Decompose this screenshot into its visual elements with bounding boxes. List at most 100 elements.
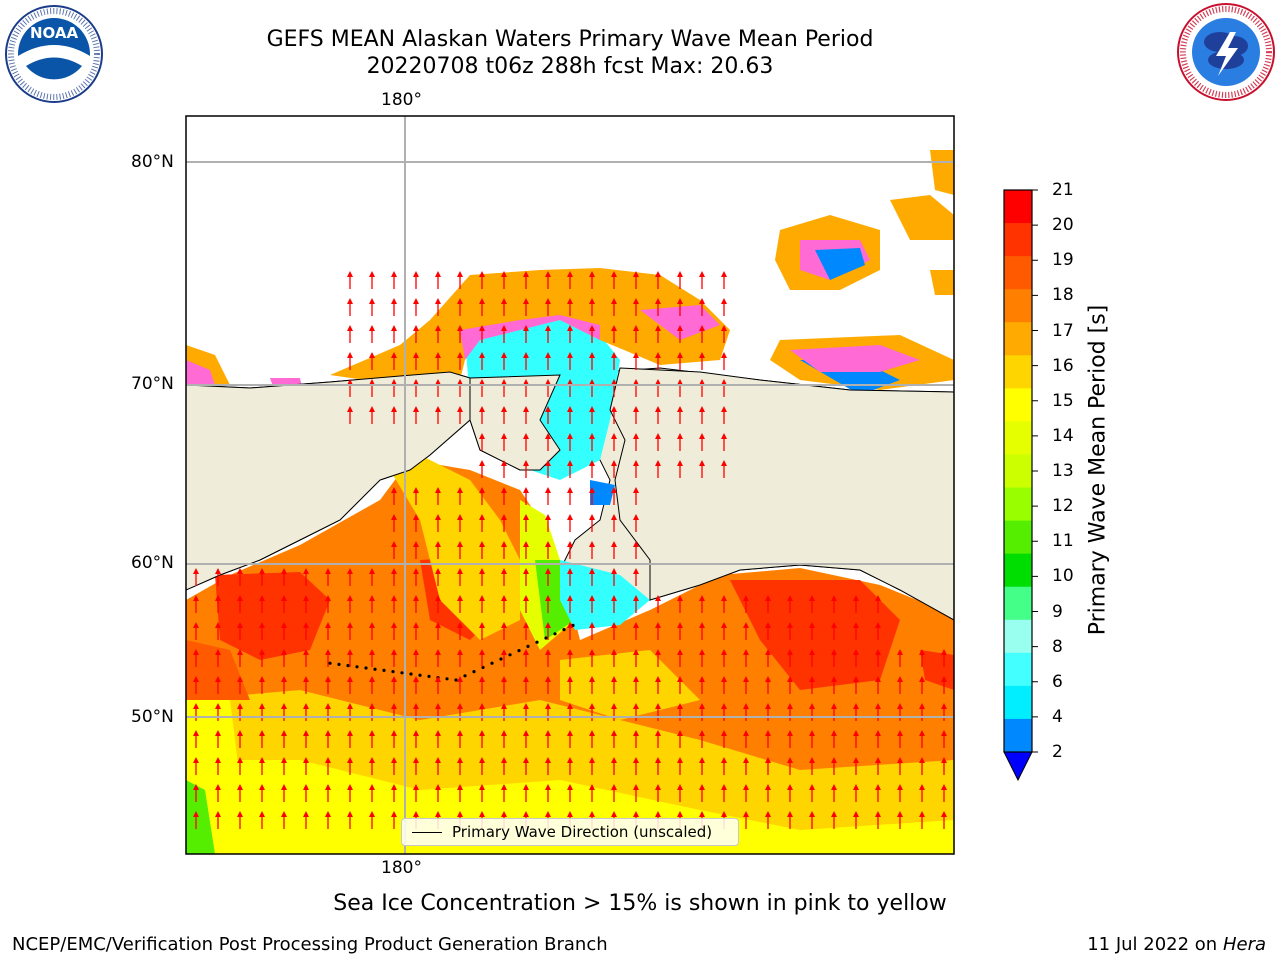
wave-period-region [460, 315, 600, 360]
wave-direction-arrowhead [479, 541, 485, 547]
wave-direction-arrowhead [655, 406, 661, 412]
wave-direction-arrowhead [347, 595, 353, 601]
wave-direction-arrowhead [919, 757, 925, 763]
wave-direction-arrowhead [545, 595, 551, 601]
wave-direction-arrowhead [479, 703, 485, 709]
wave-direction-arrowhead [325, 811, 331, 817]
wave-direction-arrowhead [457, 622, 463, 628]
wave-direction-arrowhead [611, 460, 617, 466]
wave-direction-arrowhead [435, 271, 441, 277]
aleutian-island [427, 674, 431, 679]
wave-period-region [730, 580, 900, 690]
wave-direction-arrowhead [523, 595, 529, 601]
colorbar-tick-label: 20 [1052, 215, 1074, 236]
wave-direction-arrowhead [523, 622, 529, 628]
wave-direction-arrowhead [545, 730, 551, 736]
wave-direction-arrowhead [589, 649, 595, 655]
wave-direction-arrowhead [897, 757, 903, 763]
wave-direction-arrowhead [589, 757, 595, 763]
wave-direction-arrowhead [545, 649, 551, 655]
wave-direction-arrowhead [809, 676, 815, 682]
wave-direction-arrowhead [369, 757, 375, 763]
wave-direction-arrowhead [655, 757, 661, 763]
wave-direction-arrowhead [545, 460, 551, 466]
wave-direction-arrowhead [435, 514, 441, 520]
wave-direction-arrowhead [281, 595, 287, 601]
wave-direction-arrowhead [919, 730, 925, 736]
wave-direction-arrowhead [347, 730, 353, 736]
wave-direction-arrowhead [567, 676, 573, 682]
wave-direction-arrowhead [347, 784, 353, 790]
wave-direction-arrowhead [721, 460, 727, 466]
wave-period-region [815, 248, 865, 280]
wave-direction-arrowhead [237, 784, 243, 790]
wave-direction-arrowhead [611, 811, 617, 817]
wave-direction-arrowhead [545, 298, 551, 304]
wave-direction-arrowhead [457, 676, 463, 682]
wave-direction-arrowhead [435, 622, 441, 628]
wave-direction-arrowhead [721, 784, 727, 790]
wave-direction-arrowhead [391, 703, 397, 709]
wave-direction-arrowhead [699, 406, 705, 412]
wave-direction-arrowhead [611, 298, 617, 304]
wave-direction-arrowhead [391, 352, 397, 358]
wave-direction-arrowhead [237, 595, 243, 601]
wave-direction-arrowhead [721, 730, 727, 736]
wave-direction-arrowhead [523, 757, 529, 763]
wave-direction-arrowhead [237, 676, 243, 682]
wave-direction-arrowhead [545, 379, 551, 385]
wave-direction-arrowhead [545, 703, 551, 709]
colorbar-segment [1004, 355, 1032, 389]
wave-direction-arrowhead [633, 325, 639, 331]
lat-label-80: 80°N [131, 152, 174, 172]
wave-direction-arrowhead [501, 352, 507, 358]
wave-direction-arrowhead [479, 622, 485, 628]
wave-direction-arrowhead [193, 676, 199, 682]
wave-direction-arrowhead [677, 703, 683, 709]
aleutian-island [337, 662, 341, 667]
wave-direction-arrowhead [611, 271, 617, 277]
wave-direction-arrowhead [391, 541, 397, 547]
wave-direction-arrowhead [567, 811, 573, 817]
wave-direction-arrowhead [721, 379, 727, 385]
wave-direction-arrowhead [237, 568, 243, 574]
wave-direction-arrowhead [281, 784, 287, 790]
wave-direction-arrowhead [655, 433, 661, 439]
aleutian-island [463, 674, 467, 678]
aleutian-island [517, 649, 521, 653]
wave-direction-arrowhead [567, 406, 573, 412]
noaa-logo: NOAA [5, 5, 103, 103]
wave-direction-arrowhead [479, 271, 485, 277]
wave-direction-arrowhead [589, 325, 595, 331]
wave-direction-arrowhead [699, 676, 705, 682]
wave-direction-arrowhead [545, 406, 551, 412]
colorbar [1003, 189, 1038, 782]
wave-direction-arrowhead [281, 811, 287, 817]
legend-line-swatch [412, 832, 442, 833]
wave-direction-arrowhead [457, 730, 463, 736]
wave-direction-arrowhead [347, 325, 353, 331]
wave-direction-arrowhead [633, 703, 639, 709]
wave-direction-arrowhead [699, 703, 705, 709]
wave-direction-arrowhead [677, 379, 683, 385]
wave-direction-arrowhead [853, 622, 859, 628]
wave-direction-arrowhead [853, 757, 859, 763]
wave-direction-arrowhead [721, 352, 727, 358]
wave-direction-arrowhead [369, 703, 375, 709]
wave-direction-arrowhead [831, 703, 837, 709]
map-legend: Primary Wave Direction (unscaled) [401, 818, 739, 846]
wave-direction-arrowhead [589, 460, 595, 466]
wave-direction-arrowhead [721, 649, 727, 655]
wave-direction-arrowhead [347, 271, 353, 277]
wave-direction-arrowhead [545, 352, 551, 358]
wave-direction-arrowhead [259, 784, 265, 790]
wave-direction-arrowhead [259, 730, 265, 736]
wave-direction-arrowhead [545, 676, 551, 682]
wave-direction-arrowhead [787, 595, 793, 601]
wave-direction-arrowhead [809, 730, 815, 736]
wave-direction-arrowhead [567, 595, 573, 601]
wave-direction-arrowhead [523, 568, 529, 574]
wave-direction-arrowhead [413, 784, 419, 790]
colorbar-segment [1004, 487, 1032, 522]
wave-direction-arrowhead [259, 811, 265, 817]
